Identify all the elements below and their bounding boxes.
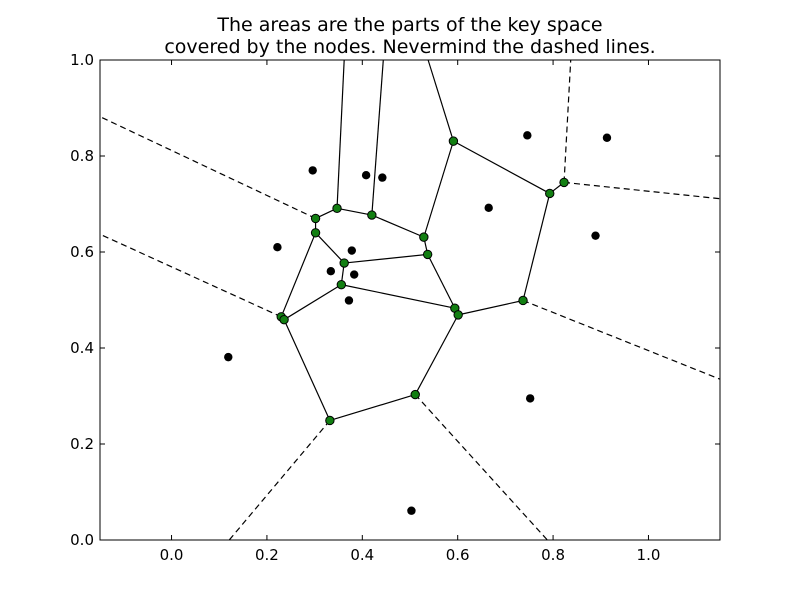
voronoi-edge-14 <box>280 232 317 318</box>
y-tick-label-0: 0.0 <box>70 531 94 549</box>
x-tick-label-0: 0.0 <box>160 546 184 564</box>
vertices-layer <box>276 136 569 426</box>
y-tick-label-4: 0.8 <box>70 147 94 165</box>
x-tick-label-3: 0.6 <box>446 546 470 564</box>
chart-title-line-1: The areas are the parts of the key space <box>216 14 602 36</box>
node-point-8 <box>591 231 600 240</box>
node-point-2 <box>378 173 387 182</box>
voronoi-edge-24 <box>283 319 331 421</box>
chart-title-line-2: covered by the nodes. Nevermind the dash… <box>164 36 655 58</box>
voronoi-edge-6 <box>423 140 454 238</box>
voronoi-vertex-15 <box>518 295 528 306</box>
voronoi-vertex-1 <box>367 210 377 220</box>
node-point-4 <box>602 133 612 142</box>
y-tick-label-2: 0.4 <box>70 339 94 357</box>
voronoi-edge-11 <box>315 232 345 264</box>
voronoi-edge-5 <box>371 214 425 238</box>
voronoi-vertex-5 <box>422 249 433 260</box>
voronoi-vertex-11 <box>279 314 289 325</box>
voronoi-edge-20 <box>458 299 524 316</box>
voronoi-edge-17 <box>341 284 455 309</box>
voronoi-vertex-7 <box>336 279 347 290</box>
voronoi-edge-12 <box>344 253 428 264</box>
node-point-12 <box>224 352 233 362</box>
voronoi-vertex-2 <box>310 213 321 224</box>
voronoi-dashed-edge-4 <box>522 299 721 380</box>
x-tick-label-4: 0.8 <box>541 546 565 564</box>
node-point-5 <box>484 203 493 213</box>
node-point-1 <box>361 171 371 180</box>
voronoi-vertex-17 <box>325 415 335 426</box>
voronoi-vertex-12 <box>448 136 459 146</box>
node-point-3 <box>523 131 532 140</box>
voronoi-vertex-4 <box>419 232 429 242</box>
voronoi-edge-21 <box>522 193 551 301</box>
voronoi-vertex-3 <box>310 228 321 238</box>
voronoi-edge-7 <box>453 140 551 194</box>
voronoi-edge-22 <box>414 314 459 395</box>
voronoi-vertex-0 <box>332 203 342 214</box>
voronoi-edge-23 <box>329 393 416 422</box>
voronoi-edge-0 <box>336 59 345 209</box>
node-point-11 <box>344 296 354 305</box>
nodes-layer <box>224 131 612 515</box>
voronoi-vertex-14 <box>559 177 569 188</box>
plot-area-frame <box>99 59 721 541</box>
node-point-7 <box>347 246 357 255</box>
voronoi-edge-16 <box>283 284 342 321</box>
node-point-10 <box>350 270 359 279</box>
voronoi-vertex-6 <box>339 258 349 268</box>
y-tick-label-5: 1.0 <box>70 51 94 69</box>
edges-layer <box>99 59 721 541</box>
voronoi-dashed-edge-6 <box>228 420 331 541</box>
x-tick-label-5: 1.0 <box>637 546 661 564</box>
y-tick-label-3: 0.6 <box>70 243 94 261</box>
voronoi-vertex-13 <box>545 188 555 199</box>
x-tick-label-1: 0.2 <box>255 546 279 564</box>
voronoi-edge-18 <box>427 254 456 309</box>
ticks-layer: 0.0 0.2 0.4 0.6 0.8 1.0 0.0 0.2 0.4 0.6 0.8 1.0 <box>70 51 720 564</box>
node-point-0 <box>308 166 317 175</box>
x-tick-label-2: 0.4 <box>350 546 374 564</box>
voronoi-dashed-edge-2 <box>99 116 316 219</box>
voronoi-dashed-edge-3 <box>99 233 282 318</box>
node-point-13 <box>525 394 535 403</box>
voronoi-edge-4 <box>336 207 372 216</box>
voronoi-dashed-edge-1 <box>563 181 721 200</box>
voronoi-edge-2 <box>427 59 454 142</box>
node-point-6 <box>273 243 282 252</box>
voronoi-vertex-9 <box>453 310 463 320</box>
y-tick-label-1: 0.2 <box>70 435 94 453</box>
voronoi-dashed-edge-5 <box>414 394 548 541</box>
voronoi-dashed-edge-0 <box>563 59 572 183</box>
voronoi-edge-1 <box>371 59 384 216</box>
node-point-9 <box>326 267 336 276</box>
node-point-14 <box>407 506 416 515</box>
voronoi-vertex-16 <box>410 389 420 400</box>
